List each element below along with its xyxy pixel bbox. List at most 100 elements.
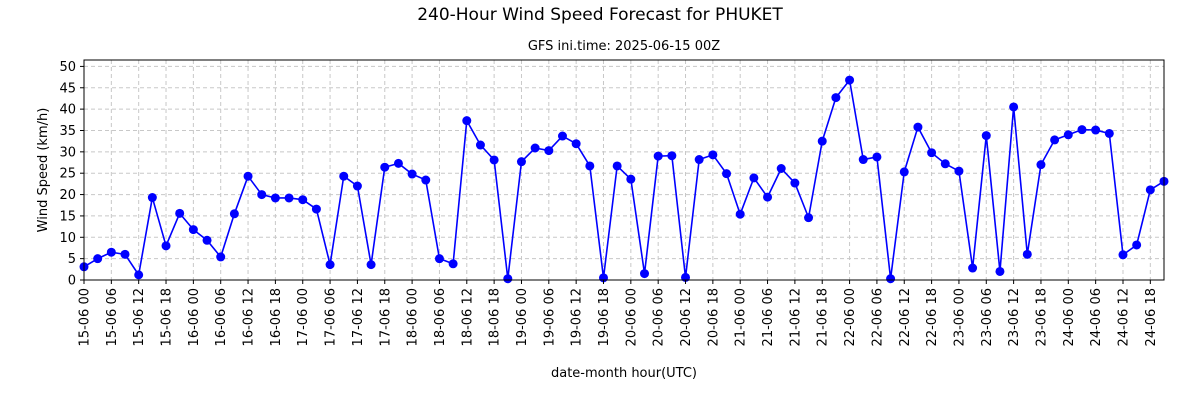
data-point (243, 171, 253, 181)
x-tick-label: 20-06 18 (706, 288, 721, 346)
chart-title: 240-Hour Wind Speed Forecast for PHUKET (417, 5, 783, 25)
data-point (831, 93, 841, 103)
x-tick-label: 23-06 18 (1034, 288, 1049, 346)
data-point (366, 260, 376, 270)
data-point (927, 148, 937, 158)
x-tick-label: 23-06 00 (952, 288, 967, 346)
data-point (749, 173, 759, 183)
x-tick-label: 20-06 00 (624, 288, 639, 346)
data-point (872, 152, 882, 162)
data-point (1050, 135, 1060, 145)
data-point (380, 162, 390, 172)
data-point (776, 164, 786, 174)
data-point (1104, 128, 1114, 138)
x-tick-label: 16-06 12 (242, 288, 257, 346)
data-point (134, 270, 144, 280)
data-point (981, 131, 991, 141)
x-tick-label: 22-06 18 (925, 288, 940, 346)
data-point (462, 116, 472, 126)
data-point (708, 150, 718, 160)
y-tick-label: 15 (59, 209, 76, 224)
y-axis-label: Wind Speed (km/h) (36, 108, 51, 233)
data-point (913, 122, 923, 132)
x-tick-label: 23-06 12 (1007, 288, 1022, 346)
x-tick-label: 24-06 18 (1144, 288, 1159, 346)
x-tick-label: 19-06 06 (542, 288, 557, 346)
y-tick-label: 35 (59, 124, 76, 139)
x-tick-label: 22-06 00 (843, 288, 858, 346)
data-point (202, 235, 212, 245)
chart-subtitle: GFS ini.time: 2025-06-15 00Z (527, 39, 721, 54)
data-point (667, 151, 677, 161)
x-tick-label: 18-06 12 (460, 288, 475, 346)
x-tick-label: 17-06 12 (351, 288, 366, 346)
y-tick-label: 45 (59, 81, 76, 96)
data-point (284, 193, 294, 203)
y-tick-label: 40 (59, 103, 76, 118)
x-tick-label: 15-06 12 (132, 288, 147, 346)
data-point (147, 193, 157, 203)
data-point (790, 178, 800, 188)
data-point (804, 213, 814, 223)
data-point (653, 151, 663, 161)
data-point (694, 155, 704, 165)
data-point (817, 136, 827, 146)
data-point (393, 158, 403, 168)
data-point (1077, 125, 1087, 135)
data-point (571, 139, 581, 149)
data-point (448, 259, 458, 269)
x-tick-label: 22-06 12 (898, 288, 913, 346)
x-tick-label: 20-06 12 (679, 288, 694, 346)
x-tick-label: 21-06 12 (788, 288, 803, 346)
data-point (229, 209, 239, 219)
x-tick-label: 23-06 06 (980, 288, 995, 346)
data-point (1132, 240, 1142, 250)
data-point (954, 166, 964, 176)
x-tick-label: 19-06 12 (570, 288, 585, 346)
data-point (940, 159, 950, 169)
x-tick-label: 24-06 06 (1089, 288, 1104, 346)
data-point (1091, 125, 1101, 135)
axis-layer: 0 5 10 15 20 25 30 35 40 45 50 15-06 00 15-06 06 15-0… (59, 60, 1158, 347)
data-point (1118, 250, 1128, 260)
data-point (544, 146, 554, 156)
data-point (475, 140, 485, 150)
data-point (298, 195, 308, 205)
data-point (339, 171, 349, 181)
y-tick-label: 0 (68, 274, 76, 289)
x-tick-label: 17-06 00 (296, 288, 311, 346)
data-point (557, 131, 567, 141)
x-axis-label: date-month hour(UTC) (551, 366, 697, 381)
y-tick-label: 5 (68, 252, 76, 267)
data-point (421, 175, 431, 185)
y-tick-label: 20 (59, 188, 76, 203)
data-point (1022, 249, 1032, 259)
x-tick-label: 16-06 18 (269, 288, 284, 346)
x-tick-label: 17-06 06 (324, 288, 339, 346)
x-tick-label: 15-06 18 (160, 288, 175, 346)
y-tick-label: 30 (59, 145, 76, 160)
data-point (503, 274, 513, 284)
data-point (516, 157, 526, 167)
y-tick-label: 50 (59, 60, 76, 75)
data-point (845, 75, 855, 85)
data-point (886, 274, 896, 284)
data-point (763, 192, 773, 202)
x-tick-label: 16-06 00 (187, 288, 202, 346)
y-tick-label: 10 (59, 231, 76, 246)
data-point (899, 167, 909, 177)
data-point (188, 225, 198, 235)
x-tick-label: 18-06 00 (406, 288, 421, 346)
data-point (585, 161, 595, 171)
plot-frame (83, 59, 1165, 281)
data-point (489, 155, 499, 165)
x-tick-label: 19-06 00 (515, 288, 530, 346)
x-tick-label: 21-06 06 (761, 288, 776, 346)
x-tick-label: 21-06 00 (734, 288, 749, 346)
x-tick-label: 15-06 00 (78, 288, 93, 346)
data-point (270, 193, 280, 203)
data-point (1145, 185, 1155, 195)
data-point (1063, 130, 1073, 140)
x-tick-label: 21-06 18 (816, 288, 831, 346)
